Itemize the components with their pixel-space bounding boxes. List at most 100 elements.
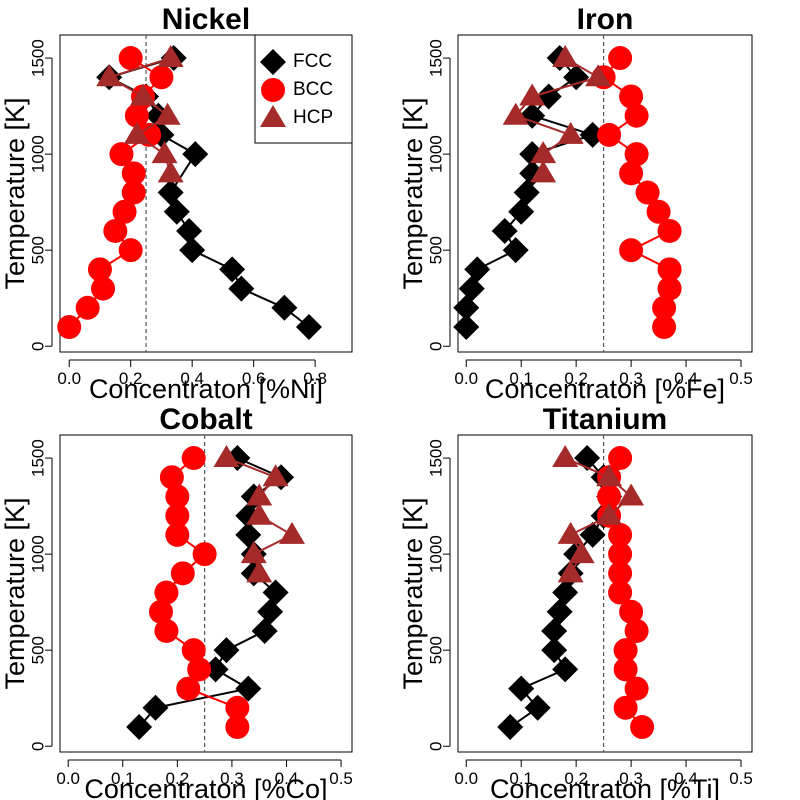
data-point-hcp (530, 160, 557, 183)
chart-title: Iron (577, 3, 634, 36)
data-point-fcc (257, 598, 284, 625)
data-point-hcp (618, 483, 645, 506)
data-point-bcc (608, 46, 633, 71)
y-tick-label: 0 (426, 742, 445, 751)
data-point-bcc (121, 161, 146, 186)
x-tick-label: 0.4 (275, 769, 299, 788)
y-tick-label: 500 (28, 636, 47, 664)
data-point-bcc (57, 315, 82, 340)
data-point-bcc (608, 542, 633, 567)
data-point-bcc (613, 695, 638, 720)
data-point-fcc (541, 637, 568, 664)
x-tick-label: 0.0 (454, 369, 478, 388)
y-axis-label: Temperature [K] (0, 97, 30, 289)
data-point-fcc (262, 579, 289, 606)
data-point-hcp (246, 560, 273, 583)
data-point-fcc (508, 198, 535, 225)
data-point-fcc (213, 637, 240, 664)
y-axis-label: Temperature [K] (398, 97, 428, 289)
y-tick-label: 0 (426, 342, 445, 351)
x-tick-label: 0.2 (166, 769, 190, 788)
x-tick-label: 0.4 (674, 369, 698, 388)
data-point-bcc (91, 276, 116, 301)
y-tick-label: 1500 (426, 39, 445, 77)
chart-panel-nickel: 0.0 0.2 0.4 0.6 0.8 0 500 1000 1500 Nickel Concent… (0, 3, 353, 404)
x-tick-label: 0.6 (242, 369, 266, 388)
data-point-bcc (619, 161, 644, 186)
x-tick-label: 0.4 (674, 769, 698, 788)
data-point-fcc (464, 256, 491, 283)
x-tick-label: 0.8 (303, 369, 327, 388)
y-tick-label: 1500 (426, 439, 445, 477)
series-bcc (591, 46, 682, 340)
data-point-bcc (646, 199, 671, 224)
data-point-bcc (118, 46, 143, 71)
x-tick-label: 0.5 (729, 369, 753, 388)
y-tick-label: 1000 (426, 135, 445, 173)
x-tick-label: 0.1 (111, 769, 135, 788)
data-point-hcp (557, 560, 584, 583)
data-point-fcc (251, 617, 278, 644)
chart-panel-titanium: 0.0 0.1 0.2 0.3 0.4 0.5 0 500 1000 1500 Titanium Co… (398, 403, 753, 800)
x-tick-label: 0.0 (56, 769, 80, 788)
chart-title: Nickel (162, 3, 250, 36)
data-point-bcc (652, 295, 677, 320)
data-point-hcp (502, 102, 529, 125)
data-point-bcc (109, 142, 134, 167)
data-point-fcc (163, 198, 190, 225)
legend-marker-hcp (260, 105, 286, 127)
y-tick-label: 0 (28, 342, 47, 351)
data-point-fcc (541, 617, 568, 644)
series-fcc (126, 445, 295, 741)
legend-label-bcc: BCC (293, 79, 333, 100)
x-axis: 0.0 0.1 0.2 0.3 0.4 0.5 (454, 759, 753, 788)
data-point-bcc (112, 199, 137, 224)
y-tick-label: 1000 (28, 535, 47, 573)
data-point-bcc (165, 484, 190, 509)
data-point-bcc (225, 695, 250, 720)
legend-marker-bcc (261, 78, 285, 102)
data-point-bcc (154, 618, 179, 643)
data-point-fcc (497, 714, 524, 741)
x-tick-label: 0.3 (220, 769, 244, 788)
chart-title: Cobalt (159, 403, 252, 436)
data-point-bcc (624, 103, 649, 128)
data-point-fcc (142, 694, 169, 721)
data-point-hcp (157, 160, 184, 183)
data-point-fcc (513, 179, 540, 206)
chart-panel-iron: 0.0 0.1 0.2 0.3 0.4 0.5 0 500 1000 1500 Iron Concen… (398, 3, 753, 404)
y-tick-label: 500 (426, 236, 445, 264)
data-point-hcp (596, 502, 623, 525)
data-point-bcc (597, 122, 622, 147)
data-point-bcc (181, 446, 206, 471)
data-point-hcp (585, 64, 612, 87)
data-point-bcc (187, 657, 212, 682)
x-tick-label: 0.3 (619, 769, 643, 788)
data-point-bcc (159, 465, 184, 490)
data-point-fcc (157, 179, 184, 206)
data-point-bcc (608, 580, 633, 605)
series-hcp (502, 45, 612, 183)
x-tick-label: 0.4 (180, 369, 204, 388)
y-tick-label: 1500 (28, 439, 47, 477)
data-point-fcc (491, 217, 518, 244)
data-point-bcc (630, 715, 655, 740)
x-tick-label: 0.0 (57, 369, 81, 388)
data-point-fcc (182, 141, 209, 168)
x-axis: 0.0 0.1 0.2 0.3 0.4 0.5 (454, 359, 753, 388)
y-axis: 0 500 1000 1500 (426, 39, 451, 351)
x-tick-label: 0.2 (119, 369, 143, 388)
x-axis: 0.0 0.2 0.4 0.6 0.8 (57, 359, 327, 388)
data-point-bcc (154, 580, 179, 605)
data-point-bcc (608, 446, 633, 471)
legend-marker-fcc (260, 49, 286, 75)
y-tick-label: 1500 (28, 39, 47, 77)
data-point-bcc (613, 638, 638, 663)
data-point-hcp (123, 121, 150, 144)
data-point-bcc (165, 522, 190, 547)
data-point-hcp (246, 483, 273, 506)
data-point-bcc (657, 276, 682, 301)
data-point-hcp (213, 445, 240, 468)
plot-frame (457, 34, 753, 353)
plot-frame (457, 434, 753, 753)
